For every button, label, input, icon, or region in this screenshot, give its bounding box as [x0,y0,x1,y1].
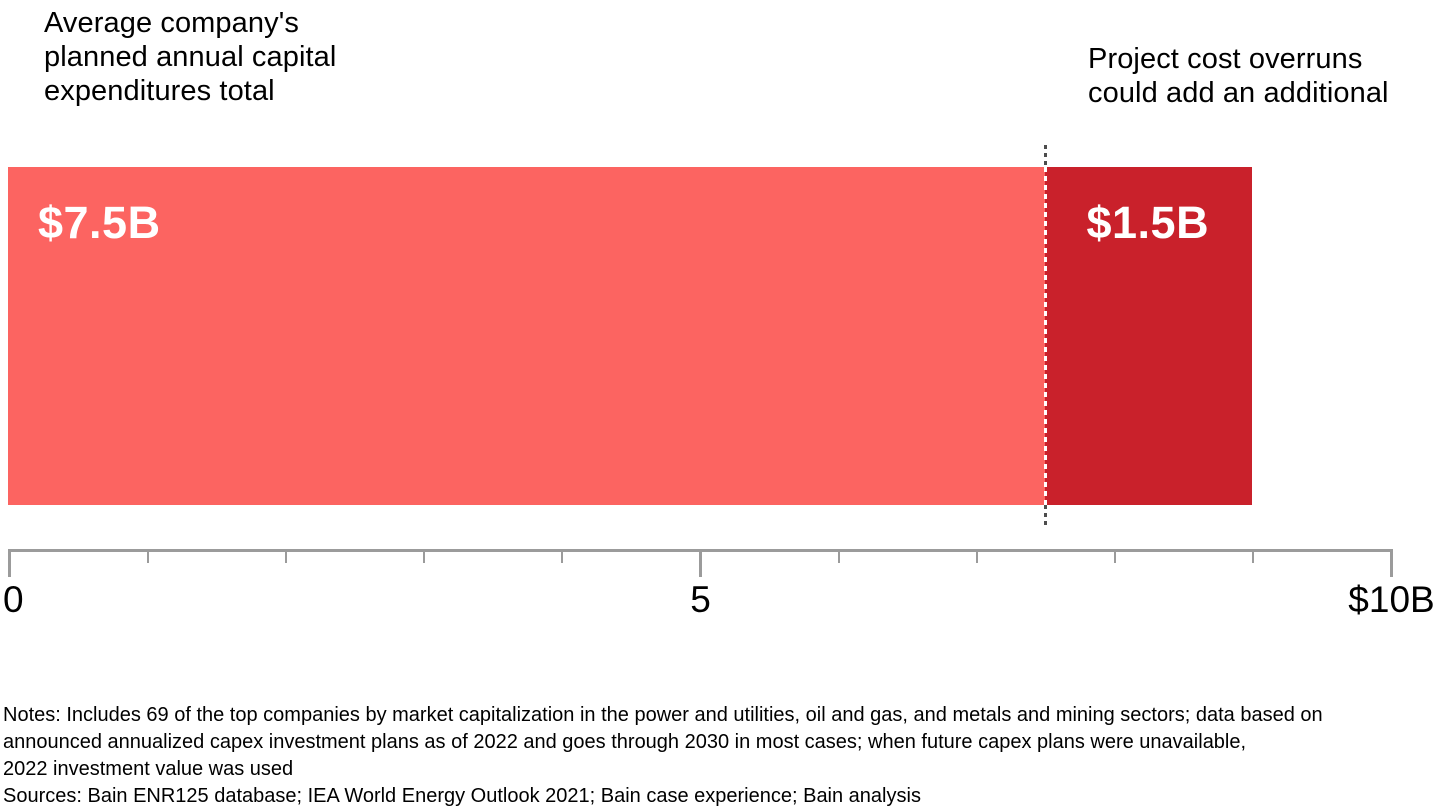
footnotes: Notes: Includes 69 of the top companies … [3,702,1323,810]
axis-tick [284,549,287,563]
axis-tick [561,549,564,563]
divider-dashed-line-top [1043,145,1047,167]
axis-tick [8,549,11,577]
bar-segment-cost-overrun: $1.5B [1044,167,1252,505]
divider-dashed-line-middle [1043,167,1047,505]
bar-value-label-planned-capex: $7.5B [38,197,161,248]
bar-value-label-cost-overrun: $1.5B [1086,197,1210,248]
axis-tick [975,549,978,563]
axis-tick-label: $10B [1348,579,1435,620]
axis-tick-label: 5 [690,579,711,620]
axis-tick [1114,549,1117,563]
left-annotation: Average company's planned annual capital… [44,7,337,107]
axis-tick-label: 0 [3,579,24,620]
axis-tick [1390,549,1393,577]
axis-tick [423,549,426,563]
divider-dashed-line-bottom [1043,505,1047,527]
axis-tick [837,549,840,563]
right-annotation: Project cost overruns could add an addit… [1088,43,1389,109]
axis-tick [699,549,702,577]
axis-tick [146,549,149,563]
sources-text: Sources: Bain ENR125 database; IEA World… [3,785,921,807]
notes-text: Notes: Includes 69 of the top companies … [3,704,1323,780]
bar-segment-planned-capex: $7.5B [8,167,1045,505]
axis-tick [1252,549,1255,563]
